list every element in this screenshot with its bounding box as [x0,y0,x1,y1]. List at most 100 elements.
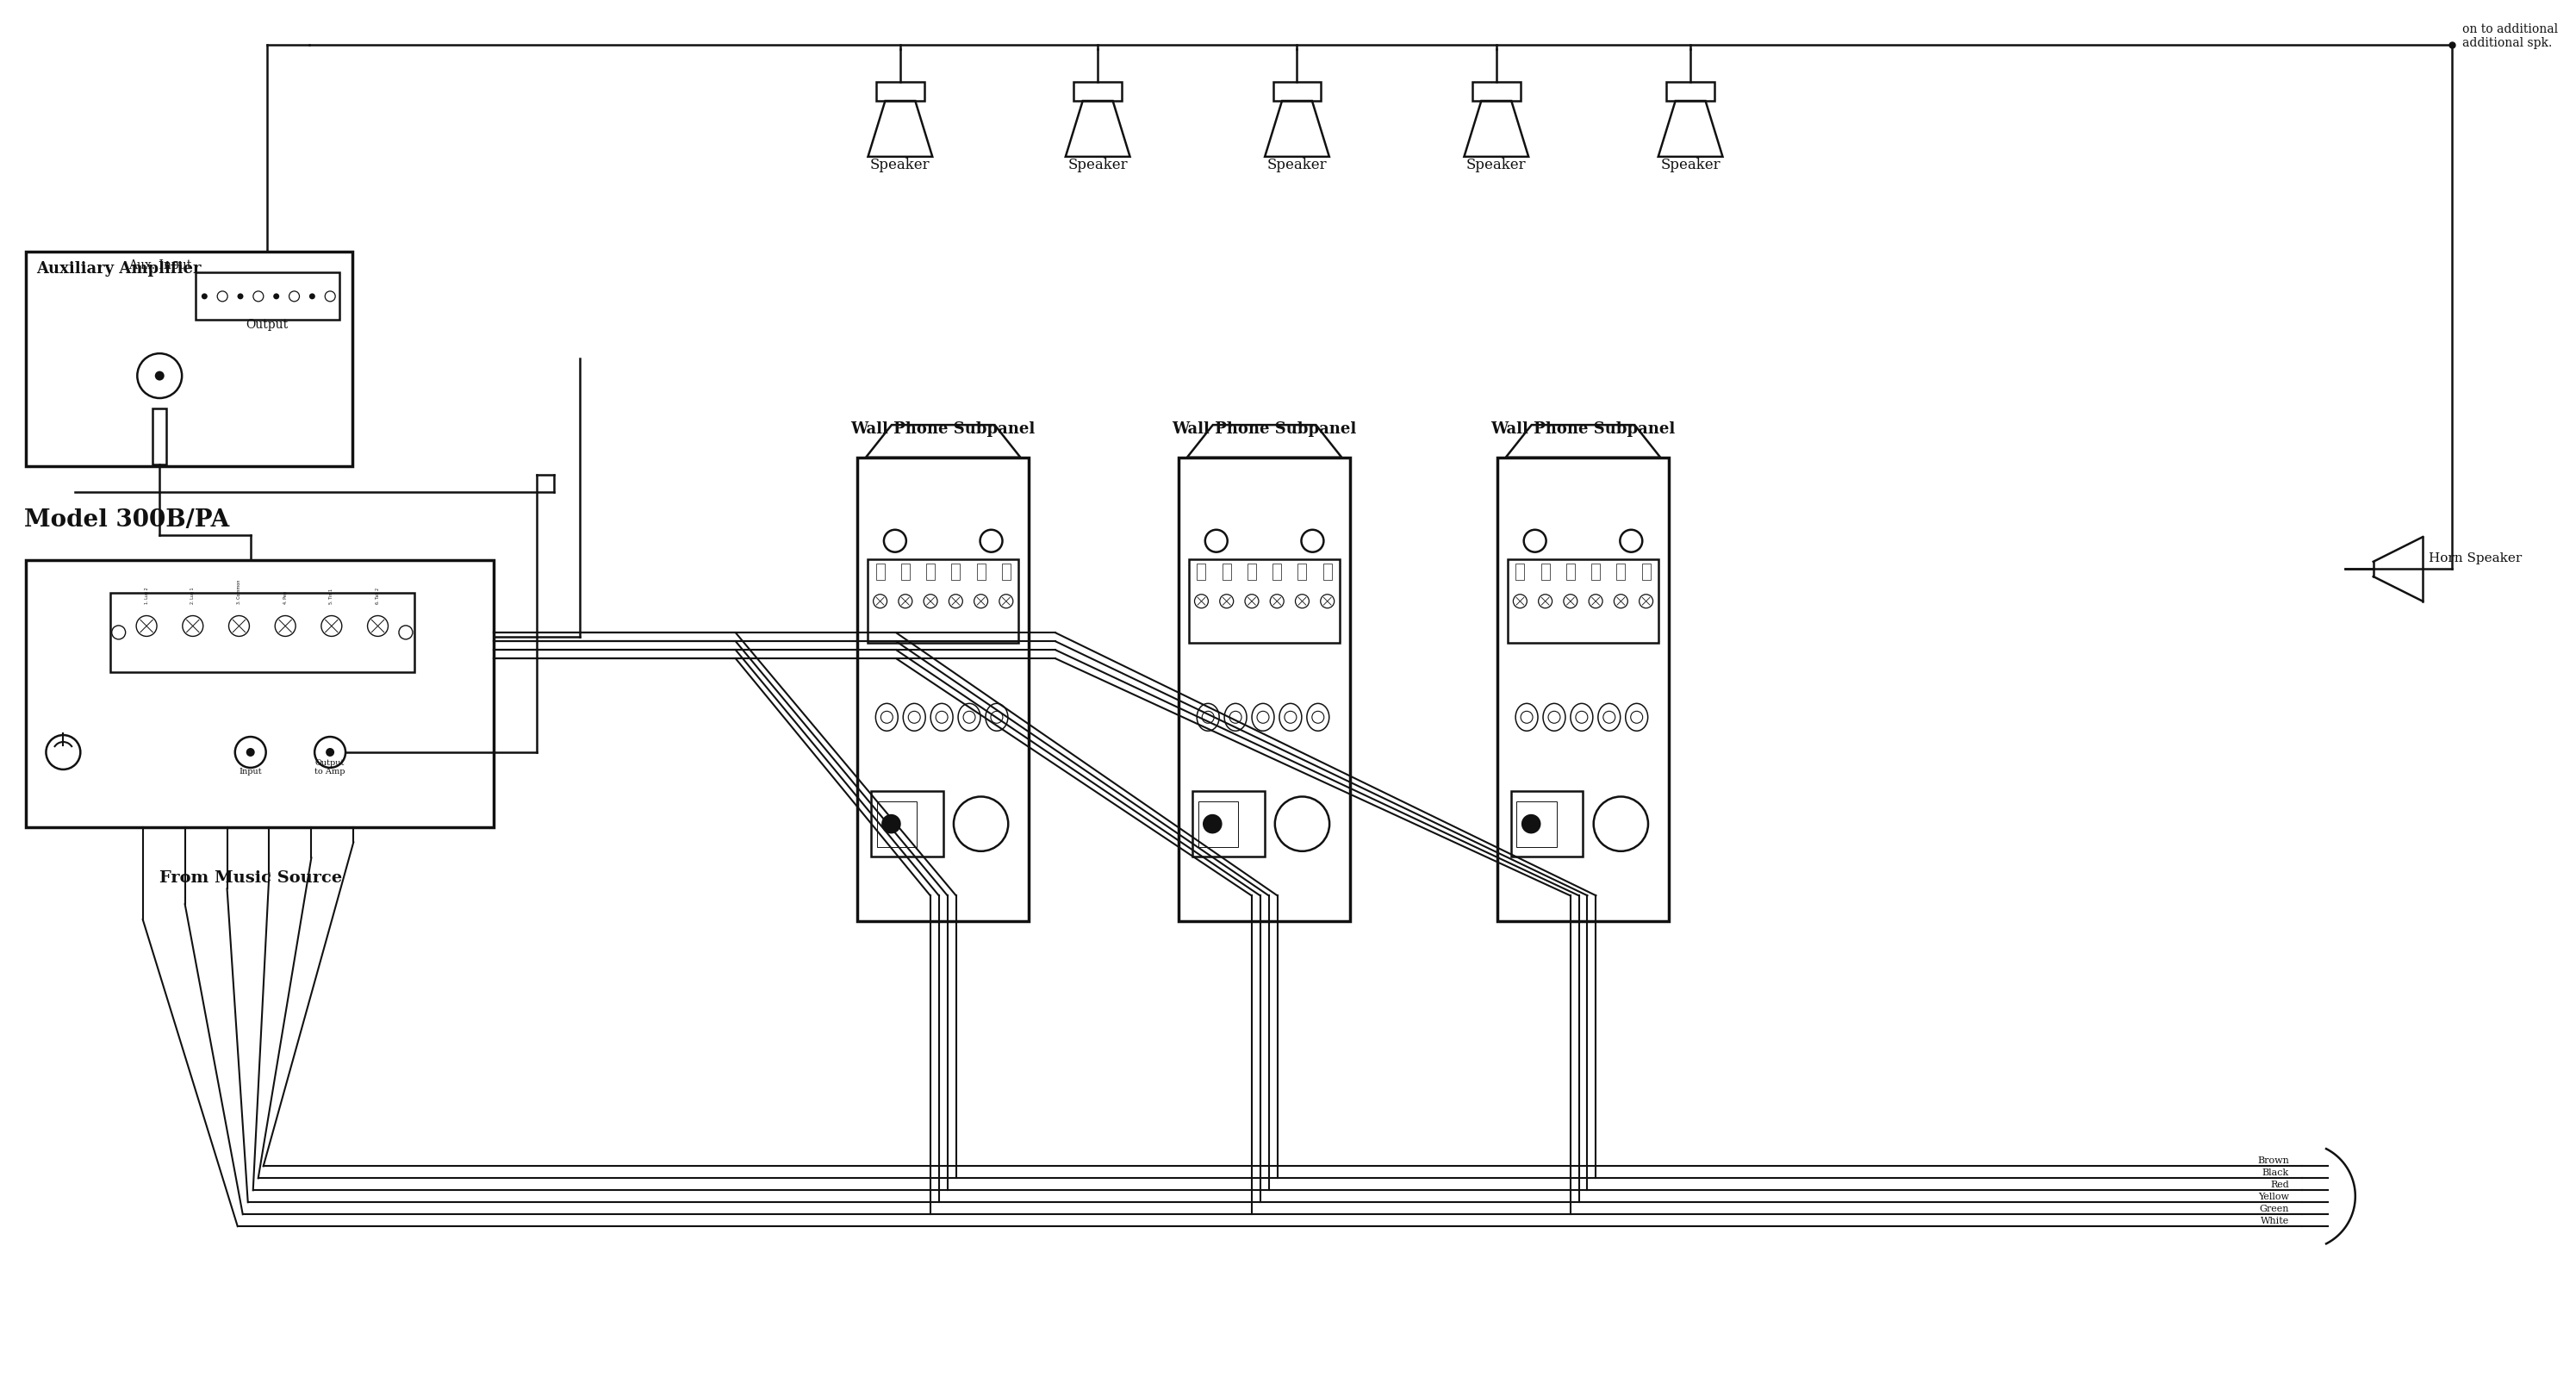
Circle shape [935,711,948,723]
Text: 6. Tab 2: 6. Tab 2 [376,588,379,605]
Circle shape [1522,814,1540,833]
Bar [876,83,925,101]
Bar [1198,563,1206,580]
Circle shape [155,370,165,380]
Bar [951,563,961,580]
Text: Input: Input [240,768,263,775]
Bar [876,563,884,580]
Circle shape [276,616,296,636]
Circle shape [925,595,938,609]
Bar [1273,563,1280,580]
Circle shape [992,711,1002,723]
Bar [1517,801,1556,847]
Circle shape [1285,711,1296,723]
Circle shape [1203,711,1213,723]
Text: Speaker: Speaker [1069,157,1128,172]
Circle shape [237,293,242,299]
Circle shape [309,293,314,299]
Bar [927,563,935,580]
Text: White: White [2262,1217,2290,1226]
Text: on to additional
additional spk.: on to additional additional spk. [2463,23,2558,50]
Text: Yellow: Yellow [2259,1192,2290,1201]
Bar [1298,563,1306,580]
Bar [1641,563,1651,580]
Bar [152,409,167,464]
Bar [196,273,340,319]
Circle shape [974,595,987,609]
Bar [1324,563,1332,580]
Circle shape [1218,595,1234,609]
Bar [26,251,353,465]
Bar [858,457,1028,921]
Bar [111,592,415,672]
Text: 3. Common: 3. Common [237,580,242,605]
Text: Horn Speaker: Horn Speaker [2429,552,2522,565]
Circle shape [948,595,963,609]
Circle shape [1638,595,1654,609]
Text: 2. Lug 1: 2. Lug 1 [191,588,196,605]
Text: Model 300B/PA: Model 300B/PA [23,508,229,532]
Circle shape [229,616,250,636]
Bar [1566,563,1574,580]
Circle shape [1548,711,1561,723]
Text: Auxiliary Amplifier: Auxiliary Amplifier [36,262,201,277]
Circle shape [1538,595,1553,609]
Circle shape [1203,814,1221,833]
Circle shape [881,711,894,723]
Circle shape [1564,595,1577,609]
Bar [26,560,495,826]
Circle shape [137,616,157,636]
Circle shape [1296,595,1309,609]
Text: Brown: Brown [2257,1157,2290,1165]
Bar [871,792,943,856]
Circle shape [1270,595,1283,609]
Bar [1002,563,1010,580]
Circle shape [368,616,389,636]
Circle shape [111,625,126,639]
Bar [1273,83,1321,101]
Circle shape [1311,711,1324,723]
Bar [876,801,917,847]
Text: Speaker: Speaker [1662,157,1721,172]
Text: Output
to Amp: Output to Amp [314,759,345,775]
Circle shape [183,616,204,636]
Circle shape [1257,711,1270,723]
Circle shape [325,748,335,756]
Circle shape [1615,595,1628,609]
Text: 4. Peg: 4. Peg [283,592,289,605]
Circle shape [399,625,412,639]
Bar [902,563,909,580]
Circle shape [873,595,886,609]
Text: 1. Lug 2: 1. Lug 2 [144,588,149,605]
Text: Aux. Input: Aux. Input [129,260,191,271]
Text: 5. Tin 1: 5. Tin 1 [330,589,335,605]
Circle shape [999,595,1012,609]
Bar [1473,83,1520,101]
Bar [1198,801,1236,847]
Circle shape [899,595,912,609]
Bar [1221,563,1231,580]
Circle shape [201,293,209,299]
Text: Wall Phone Subpanel: Wall Phone Subpanel [1492,421,1674,437]
Bar [1188,559,1340,643]
Text: Red: Red [2269,1180,2290,1190]
Circle shape [1512,595,1528,609]
Bar [1515,563,1525,580]
Bar [1074,83,1121,101]
Circle shape [963,711,976,723]
Text: Output: Output [247,319,289,330]
Circle shape [1321,595,1334,609]
Circle shape [1589,595,1602,609]
Circle shape [1195,595,1208,609]
Circle shape [322,616,343,636]
Bar [1512,792,1584,856]
Bar [1592,563,1600,580]
Circle shape [909,711,920,723]
Bar [1497,457,1669,921]
Circle shape [1520,711,1533,723]
Circle shape [273,293,278,299]
Text: From Music Source: From Music Source [160,870,343,887]
Text: Wall Phone Subpanel: Wall Phone Subpanel [850,421,1036,437]
Text: Speaker: Speaker [871,157,930,172]
Circle shape [247,748,255,756]
